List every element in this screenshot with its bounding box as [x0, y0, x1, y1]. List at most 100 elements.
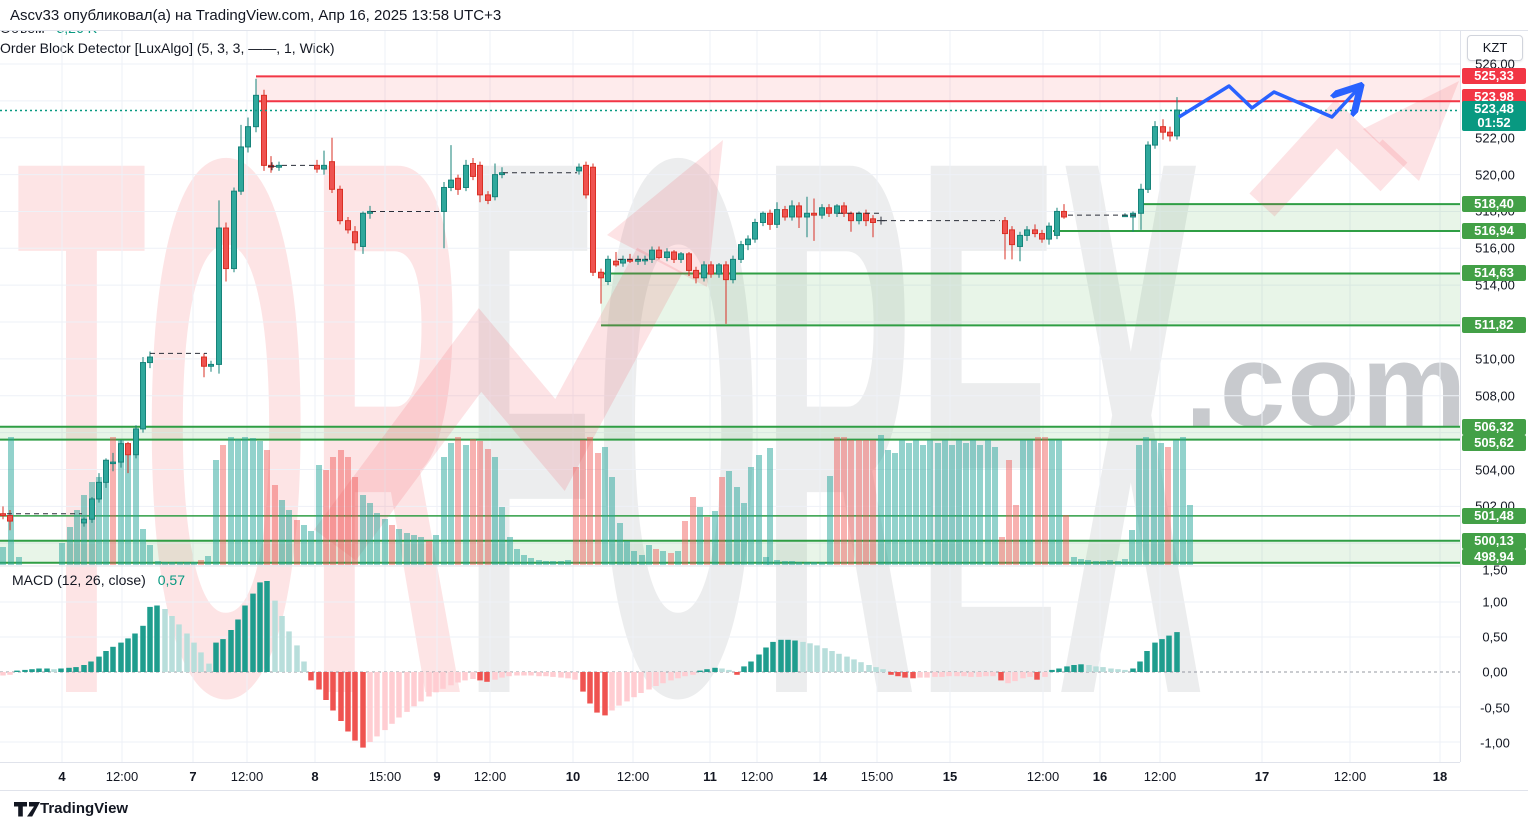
time-tick-day: 18: [1432, 769, 1448, 784]
price-tick: 514,00: [1475, 277, 1515, 293]
candle-body: [841, 205, 847, 214]
macd-histogram-bar: [206, 663, 212, 672]
volume-bar: [789, 561, 795, 565]
macd-histogram-bar: [213, 642, 219, 672]
macd-histogram-bar: [844, 656, 850, 672]
candle-body: [826, 207, 832, 214]
volume-bar: [878, 435, 884, 565]
macd-legend-row[interactable]: MACD (12, 26, close) 0,57: [12, 572, 185, 588]
macd-histogram-bar: [44, 668, 50, 672]
time-tick-hour: 12:00: [230, 769, 264, 784]
time-tick-day: 7: [189, 769, 197, 784]
support-price-label: 506,32: [1462, 419, 1526, 435]
macd-histogram-bar: [763, 647, 769, 672]
volume-bar: [1027, 440, 1033, 565]
candle-body: [463, 164, 469, 188]
macd-histogram-bar: [521, 672, 527, 676]
macd-histogram-bar: [484, 672, 490, 682]
volume-bar: [927, 440, 933, 565]
volume-bar: [624, 541, 630, 565]
volume-bar: [404, 533, 410, 565]
volume-bar: [935, 443, 941, 565]
candle-body: [1009, 229, 1015, 246]
volume-bar: [89, 482, 95, 565]
candle-body: [716, 264, 722, 275]
candle-body: [620, 258, 626, 264]
macd-histogram-bar: [719, 668, 725, 672]
macd-histogram-bar: [228, 630, 234, 672]
price-scale[interactable]: KZT 526,00524,00522,00520,00518,00516,00…: [1460, 30, 1528, 762]
volume-bar: [639, 555, 645, 565]
volume-bar: [352, 477, 358, 565]
macd-histogram-bar: [81, 665, 87, 672]
volume-bar: [1187, 505, 1193, 565]
volume-bar: [272, 485, 278, 565]
macd-histogram-bar: [998, 672, 1004, 681]
macd-histogram-bar: [198, 652, 204, 672]
macd-histogram-bar: [1108, 668, 1114, 672]
macd-histogram-bar: [895, 672, 901, 677]
volume-bar: [985, 440, 991, 565]
volume-bar: [308, 531, 314, 565]
macd-histogram-bar: [404, 672, 410, 712]
volume-bar: [0, 547, 6, 565]
volume-bar: [360, 495, 366, 565]
volume-bar: [796, 562, 802, 565]
volume-bar: [1122, 559, 1128, 565]
macd-histogram-bar: [426, 672, 432, 697]
volume-bar: [485, 449, 491, 565]
candle-body: [118, 443, 124, 463]
chart-plot[interactable]: [0, 0, 1460, 762]
support-price-label: 501,48: [1462, 508, 1526, 524]
volume-bar: [477, 441, 483, 565]
watermark-arrow-icon: [1249, 99, 1408, 217]
candle-body: [81, 518, 87, 524]
candle-body: [276, 164, 282, 168]
volume-bar: [719, 477, 725, 565]
time-axis[interactable]: 4 12:00 7 12:00 8 15:00 9 12:00 10 12:00 11 12:00 14…: [0, 762, 1460, 791]
volume-bar: [162, 562, 168, 565]
candle-body: [238, 146, 244, 192]
candle-body: [834, 205, 840, 214]
candle-body: [796, 205, 802, 218]
macd-histogram-bar: [448, 672, 454, 686]
volume-bar: [8, 437, 14, 565]
macd-histogram-bar: [741, 666, 747, 672]
volume-bar: [1071, 557, 1077, 565]
legend-indicator-row[interactable]: Order Block Detector [LuxAlgo] (5, 3, 3,…: [0, 40, 1528, 58]
tradingview-logo-icon[interactable]: [14, 801, 42, 818]
volume-bar: [133, 438, 139, 565]
volume-bar: [492, 457, 498, 565]
macd-histogram-bar: [917, 672, 923, 678]
volume-bar: [323, 470, 329, 565]
macd-histogram-bar: [411, 672, 417, 707]
macd-histogram-bar: [609, 672, 615, 711]
macd-histogram-bar: [0, 672, 6, 676]
macd-histogram-bar: [286, 631, 292, 672]
tradingview-brand[interactable]: TradingView: [40, 800, 129, 817]
volume-bar: [1173, 440, 1179, 565]
share-bar: Ascv33 опубликовал(а) на TradingView.com…: [0, 0, 1528, 31]
volume-bar: [811, 562, 817, 565]
resistance-price-label: 525,33: [1462, 68, 1526, 84]
support-price-label: 518,40: [1462, 196, 1526, 212]
volume-bar: [885, 450, 891, 565]
volume-bar: [1035, 437, 1041, 565]
macd-histogram-bar: [829, 651, 835, 672]
macd-histogram-bar: [726, 669, 732, 672]
currency-button[interactable]: KZT: [1467, 35, 1523, 61]
macd-histogram-bar: [873, 667, 879, 672]
macd-histogram-bar: [990, 672, 996, 677]
macd-histogram-bar: [162, 609, 168, 672]
volume-bar: [841, 437, 847, 565]
macd-histogram-bar: [558, 672, 564, 678]
volume-bar: [920, 445, 926, 565]
volume-bar: [668, 553, 674, 565]
macd-tick: 1,50: [1482, 562, 1508, 578]
candle-body: [701, 264, 707, 279]
volume-bar: [963, 443, 969, 565]
volume-bar: [514, 549, 520, 565]
macd-histogram-bar: [103, 651, 109, 672]
volume-bar: [1115, 561, 1121, 565]
